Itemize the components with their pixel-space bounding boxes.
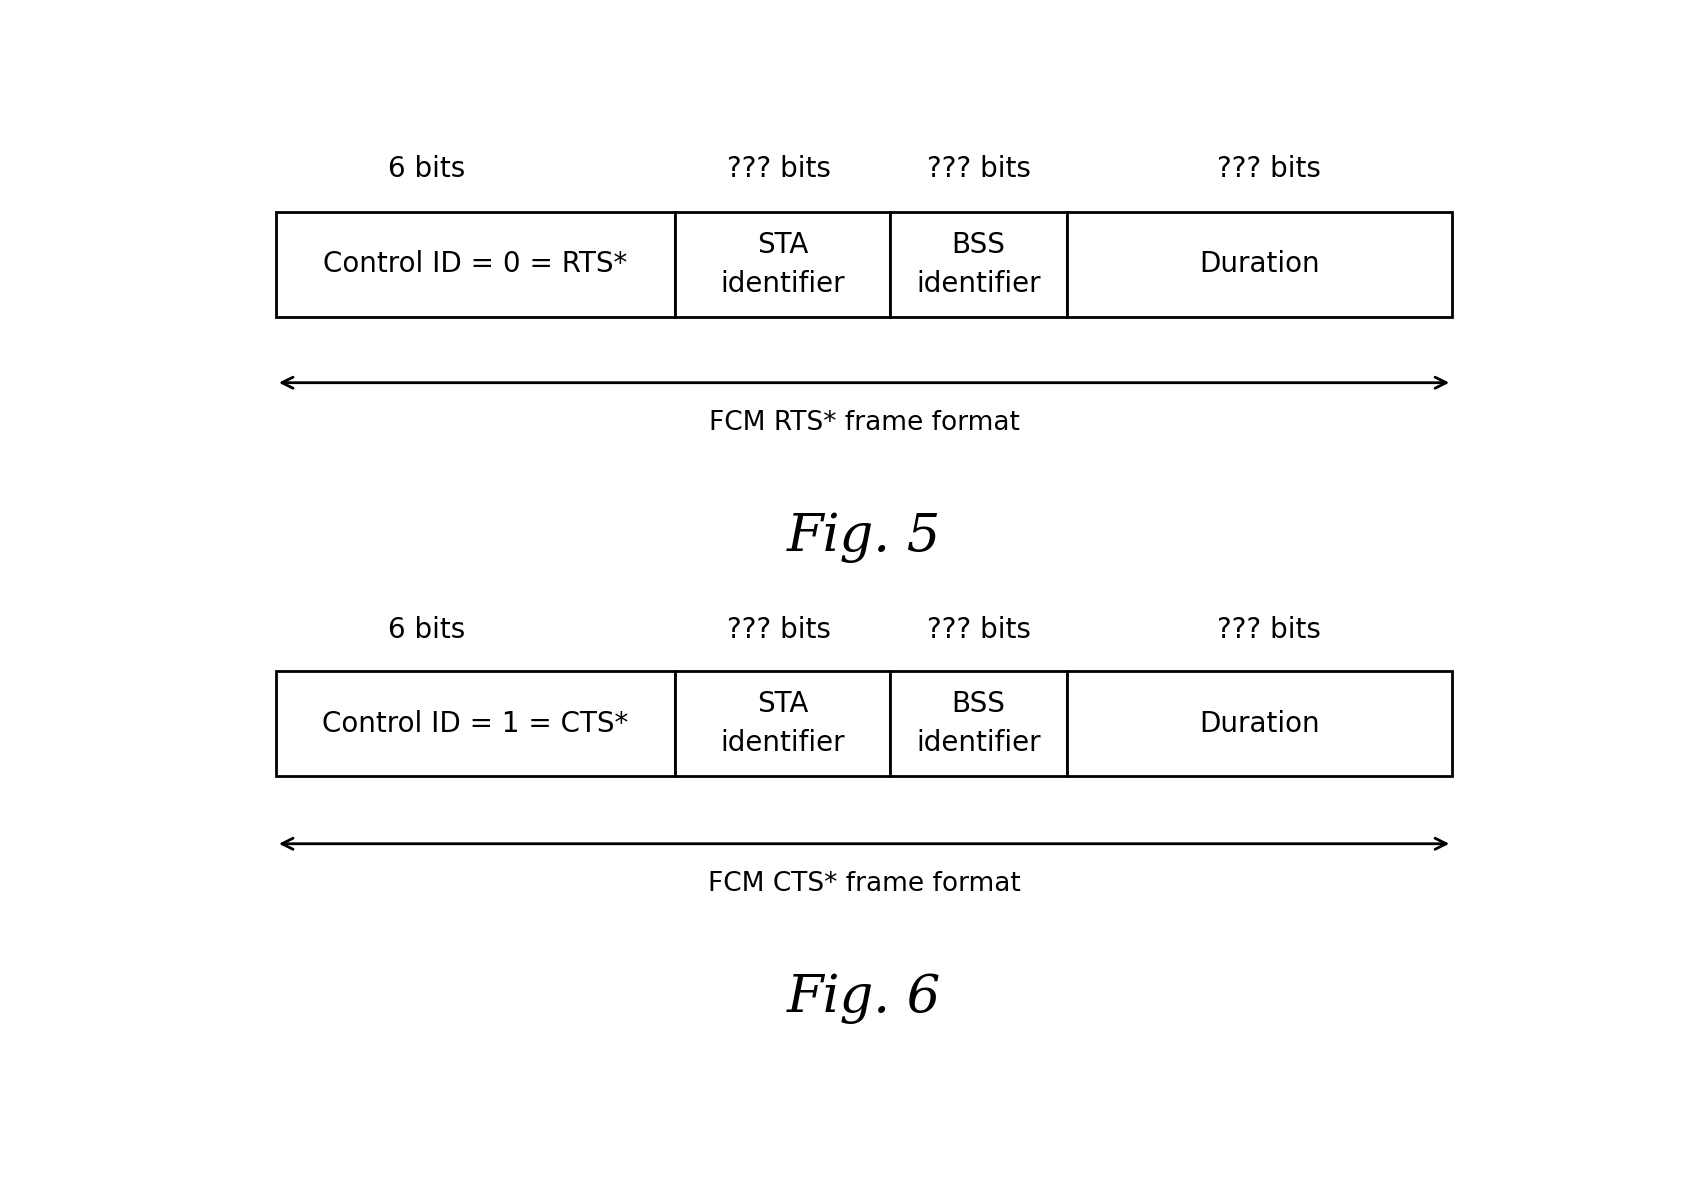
Text: Control ID = 1 = CTS*: Control ID = 1 = CTS* <box>322 710 629 738</box>
Text: FCM RTS* frame format: FCM RTS* frame format <box>708 410 1020 436</box>
Text: Fig. 6: Fig. 6 <box>787 973 941 1024</box>
Text: Duration: Duration <box>1199 250 1320 279</box>
Text: 6 bits: 6 bits <box>388 615 465 644</box>
Text: ??? bits: ??? bits <box>727 155 831 183</box>
Text: Control ID = 0 = RTS*: Control ID = 0 = RTS* <box>324 250 627 279</box>
Text: ??? bits: ??? bits <box>727 615 831 644</box>
Text: ??? bits: ??? bits <box>1217 155 1322 183</box>
Bar <box>890 213 1067 317</box>
Bar <box>277 213 674 317</box>
Bar <box>1067 672 1452 776</box>
Text: STA
identifier: STA identifier <box>720 690 845 757</box>
Text: ??? bits: ??? bits <box>927 615 1032 644</box>
Text: ??? bits: ??? bits <box>1217 615 1322 644</box>
Text: Fig. 5: Fig. 5 <box>787 511 941 563</box>
Text: BSS
identifier: BSS identifier <box>915 690 1040 757</box>
Text: 6 bits: 6 bits <box>388 155 465 183</box>
Text: STA
identifier: STA identifier <box>720 231 845 298</box>
Text: FCM CTS* frame format: FCM CTS* frame format <box>708 872 1020 898</box>
Text: BSS
identifier: BSS identifier <box>915 231 1040 298</box>
Bar <box>674 213 890 317</box>
Bar <box>277 672 674 776</box>
Bar <box>1067 213 1452 317</box>
Text: ??? bits: ??? bits <box>927 155 1032 183</box>
Text: Duration: Duration <box>1199 710 1320 738</box>
Bar <box>674 672 890 776</box>
Bar <box>890 672 1067 776</box>
